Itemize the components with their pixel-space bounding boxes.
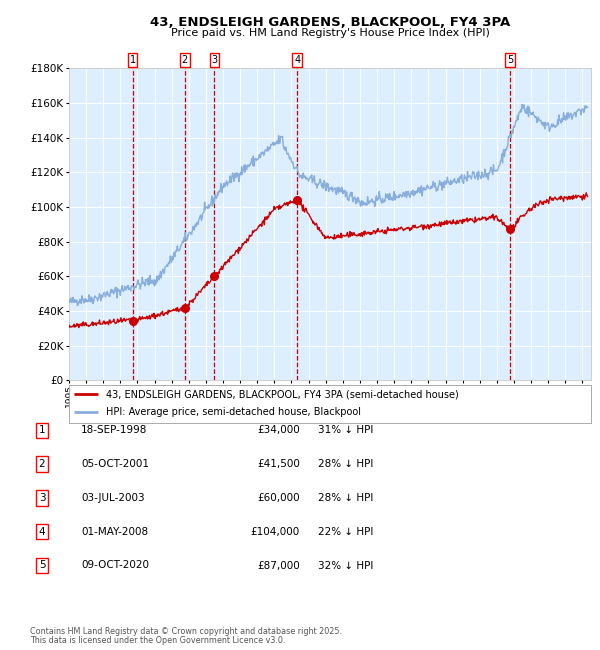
Text: 32% ↓ HPI: 32% ↓ HPI	[318, 560, 373, 571]
Text: £87,000: £87,000	[257, 560, 300, 571]
Text: 05-OCT-2001: 05-OCT-2001	[81, 459, 149, 469]
Text: 4: 4	[294, 55, 300, 65]
Text: 09-OCT-2020: 09-OCT-2020	[81, 560, 149, 571]
Text: £60,000: £60,000	[257, 493, 300, 503]
Text: 43, ENDSLEIGH GARDENS, BLACKPOOL, FY4 3PA (semi-detached house): 43, ENDSLEIGH GARDENS, BLACKPOOL, FY4 3P…	[106, 389, 458, 399]
Text: £34,000: £34,000	[257, 425, 300, 436]
Text: 03-JUL-2003: 03-JUL-2003	[81, 493, 145, 503]
Text: 28% ↓ HPI: 28% ↓ HPI	[318, 493, 373, 503]
Text: 43, ENDSLEIGH GARDENS, BLACKPOOL, FY4 3PA: 43, ENDSLEIGH GARDENS, BLACKPOOL, FY4 3P…	[150, 16, 510, 29]
Text: 18-SEP-1998: 18-SEP-1998	[81, 425, 148, 436]
Text: 1: 1	[130, 55, 136, 65]
Text: 3: 3	[211, 55, 218, 65]
Text: 2: 2	[182, 55, 188, 65]
Text: 5: 5	[507, 55, 513, 65]
Text: This data is licensed under the Open Government Licence v3.0.: This data is licensed under the Open Gov…	[30, 636, 286, 645]
Text: 22% ↓ HPI: 22% ↓ HPI	[318, 526, 373, 537]
Text: 31% ↓ HPI: 31% ↓ HPI	[318, 425, 373, 436]
Text: 4: 4	[38, 526, 46, 537]
Text: 28% ↓ HPI: 28% ↓ HPI	[318, 459, 373, 469]
Text: Contains HM Land Registry data © Crown copyright and database right 2025.: Contains HM Land Registry data © Crown c…	[30, 627, 342, 636]
Text: £41,500: £41,500	[257, 459, 300, 469]
Text: £104,000: £104,000	[251, 526, 300, 537]
Text: HPI: Average price, semi-detached house, Blackpool: HPI: Average price, semi-detached house,…	[106, 407, 361, 417]
Text: 2: 2	[38, 459, 46, 469]
Text: 3: 3	[38, 493, 46, 503]
Text: Price paid vs. HM Land Registry's House Price Index (HPI): Price paid vs. HM Land Registry's House …	[170, 28, 490, 38]
Text: 01-MAY-2008: 01-MAY-2008	[81, 526, 148, 537]
Text: 5: 5	[38, 560, 46, 571]
Text: 1: 1	[38, 425, 46, 436]
